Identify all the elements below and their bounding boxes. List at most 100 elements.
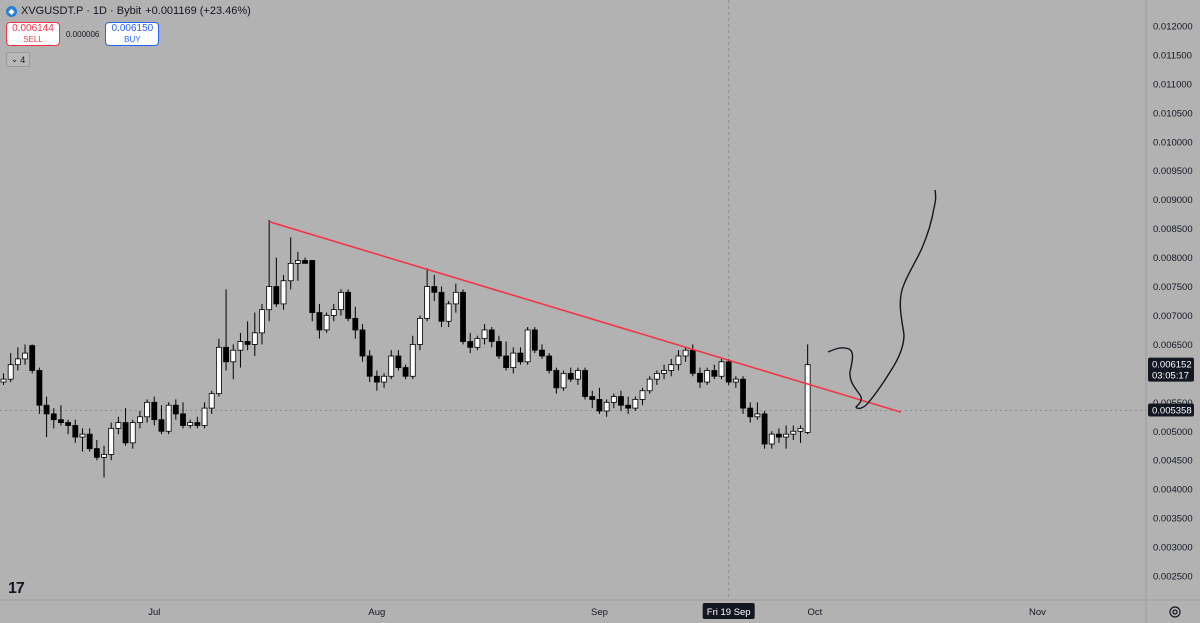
candle bbox=[36, 367, 43, 414]
trendline[interactable] bbox=[268, 220, 902, 413]
y-tick-label: 0.003500 bbox=[1153, 514, 1193, 525]
candle-body bbox=[294, 260, 301, 264]
candle-body bbox=[43, 404, 50, 415]
indicators-count: 4 bbox=[20, 54, 26, 65]
hand-drawn-projection[interactable] bbox=[827, 189, 937, 410]
countdown-text: 03:05:17 bbox=[1152, 371, 1189, 382]
candle-body bbox=[0, 378, 7, 383]
candle bbox=[302, 257, 308, 264]
candle-body bbox=[768, 433, 775, 445]
candle bbox=[273, 257, 280, 307]
candle bbox=[144, 399, 151, 423]
candle-body bbox=[388, 355, 395, 377]
candle bbox=[151, 396, 158, 426]
candle bbox=[589, 390, 596, 409]
candle-body bbox=[115, 422, 122, 429]
candle-body bbox=[531, 329, 538, 351]
candle bbox=[725, 358, 732, 385]
tradingview-logo[interactable]: 17 bbox=[8, 580, 25, 597]
candle bbox=[330, 303, 337, 322]
candle bbox=[280, 274, 287, 310]
candle bbox=[215, 338, 222, 397]
candle bbox=[115, 416, 122, 435]
candle-body bbox=[381, 375, 387, 383]
candle bbox=[790, 425, 797, 440]
candle-body bbox=[366, 355, 373, 377]
candle-body bbox=[467, 341, 474, 348]
candle bbox=[43, 396, 50, 438]
candle bbox=[653, 370, 660, 385]
candle-body bbox=[474, 338, 481, 348]
candle-body bbox=[575, 370, 581, 380]
candle-body bbox=[58, 419, 64, 423]
candle-body bbox=[668, 364, 675, 371]
candle-body bbox=[539, 349, 545, 357]
candle bbox=[661, 364, 667, 380]
candle bbox=[704, 367, 711, 385]
candle-body bbox=[445, 303, 452, 322]
candle bbox=[58, 405, 64, 426]
y-tick-label: 0.010500 bbox=[1153, 108, 1193, 119]
candle-body bbox=[79, 433, 86, 438]
sell-button[interactable]: 0.006144 SELL bbox=[6, 22, 60, 46]
gear-icon[interactable] bbox=[1168, 605, 1182, 619]
candle bbox=[761, 411, 768, 449]
y-tick-label: 0.004500 bbox=[1153, 456, 1193, 467]
candle-body bbox=[373, 375, 380, 383]
candle-body bbox=[452, 291, 459, 305]
candle bbox=[50, 408, 57, 429]
candle bbox=[294, 251, 301, 281]
candle bbox=[675, 350, 682, 371]
candle-body bbox=[510, 352, 517, 368]
candle-body bbox=[172, 404, 179, 415]
candle bbox=[208, 390, 215, 414]
trade-panel: 0.006144 SELL 0.000006 0.006150 BUY bbox=[6, 22, 160, 46]
candle-body bbox=[682, 349, 689, 357]
buy-button[interactable]: 0.006150 BUY bbox=[105, 22, 160, 46]
buy-label: BUY bbox=[124, 34, 141, 44]
candle-body bbox=[409, 344, 416, 377]
y-tick-label: 0.009000 bbox=[1153, 195, 1193, 206]
candle-body bbox=[704, 370, 711, 383]
candle bbox=[101, 445, 107, 478]
y-tick-label: 0.009500 bbox=[1153, 166, 1193, 177]
candle bbox=[546, 353, 553, 374]
candle-body bbox=[323, 315, 330, 331]
candle-body bbox=[610, 396, 617, 403]
candle bbox=[431, 274, 438, 301]
candle bbox=[467, 332, 474, 354]
candle-body bbox=[259, 309, 265, 334]
candle bbox=[108, 422, 115, 461]
candle bbox=[359, 324, 366, 362]
candle bbox=[553, 367, 560, 394]
candle-body bbox=[29, 345, 36, 371]
candle bbox=[381, 373, 387, 388]
candle-body bbox=[316, 312, 323, 331]
candle-body bbox=[675, 355, 682, 366]
candle bbox=[172, 399, 179, 420]
candle-body bbox=[352, 317, 359, 331]
candle-body bbox=[740, 378, 746, 409]
candle bbox=[531, 327, 538, 354]
candle bbox=[697, 367, 703, 388]
candle bbox=[373, 370, 380, 391]
candle-body bbox=[797, 427, 804, 432]
y-tick-label: 0.003000 bbox=[1153, 543, 1193, 554]
candle bbox=[646, 376, 653, 394]
candle bbox=[366, 350, 373, 383]
time-axis: Jul Aug Sep Oct Nov bbox=[148, 607, 1046, 618]
candle bbox=[122, 408, 129, 446]
y-tick-label: 0.004000 bbox=[1153, 485, 1193, 496]
candle bbox=[194, 416, 201, 429]
candle-body bbox=[208, 393, 215, 409]
symbol-line[interactable]: XVGUSDT.P · 1D · Bybit bbox=[21, 5, 142, 17]
candle-body bbox=[732, 378, 739, 383]
indicators-toggle-button[interactable]: ⌄ 4 bbox=[6, 52, 30, 67]
crosshair-date-box bbox=[702, 603, 755, 619]
candle-body bbox=[280, 280, 287, 305]
crosshair-date-label: Fri 19 Sep bbox=[707, 607, 751, 618]
candle-body bbox=[790, 430, 797, 435]
candle bbox=[582, 367, 588, 400]
